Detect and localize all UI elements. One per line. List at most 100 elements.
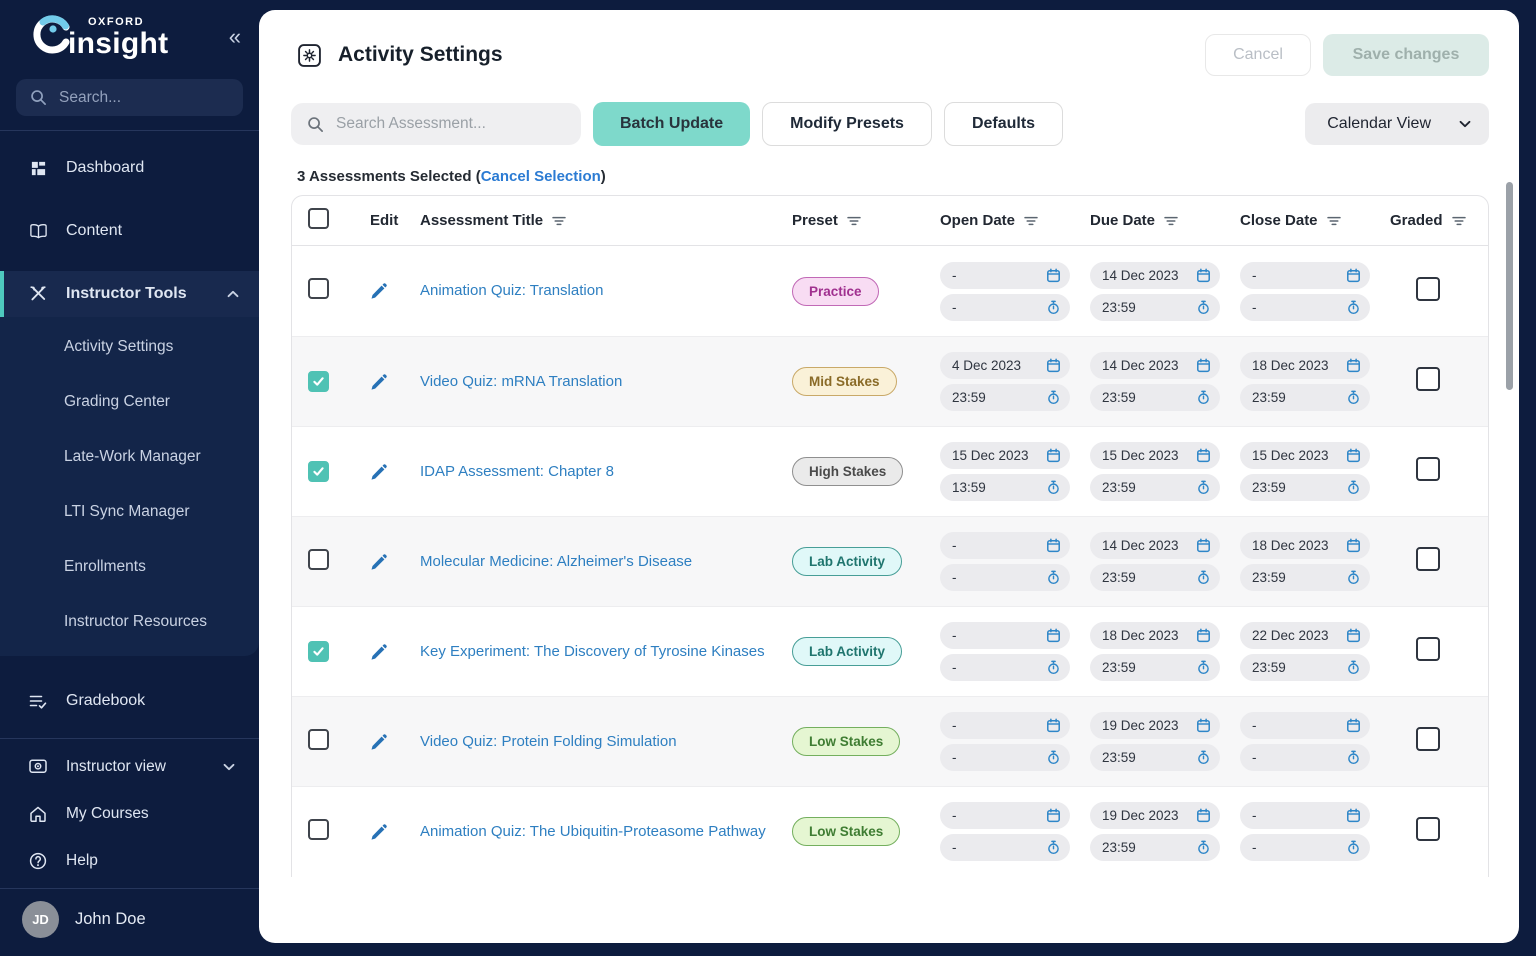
close-date-field[interactable]: - <box>1240 261 1370 289</box>
user-profile[interactable]: JD John Doe <box>0 888 259 956</box>
edit-pencil-icon[interactable] <box>370 823 420 841</box>
sidebar-item-content[interactable]: Content <box>0 208 259 254</box>
graded-checkbox[interactable] <box>1416 457 1440 481</box>
open-date-field[interactable]: - <box>940 261 1070 289</box>
due-date-field[interactable]: 18 Dec 2023 <box>1090 622 1220 649</box>
preset-badge[interactable]: Mid Stakes <box>792 367 897 396</box>
assessment-title-link[interactable]: Molecular Medicine: Alzheimer's Disease <box>420 552 693 570</box>
filter-icon[interactable] <box>1164 216 1178 226</box>
close-date-field[interactable]: - <box>1240 712 1370 739</box>
graded-checkbox[interactable] <box>1416 727 1440 751</box>
vertical-scrollbar[interactable] <box>1506 182 1513 390</box>
open-date-field[interactable]: - <box>940 802 1070 829</box>
sidebar-item-instructor-tools[interactable]: Instructor Tools <box>0 271 259 318</box>
submenu-item-lti-sync-manager[interactable]: LTI Sync Manager <box>64 503 190 521</box>
assessment-title-link[interactable]: Key Experiment: The Discovery of Tyrosin… <box>420 642 765 660</box>
open-time-field[interactable]: - <box>940 654 1070 681</box>
close-time-field[interactable]: - <box>1240 744 1370 771</box>
open-time-field[interactable]: 23:59 <box>940 384 1070 411</box>
submenu-item-activity-settings[interactable]: Activity Settings <box>64 338 174 356</box>
due-time-field[interactable]: 23:59 <box>1090 474 1220 501</box>
sidebar-item-my-courses[interactable]: My Courses <box>0 794 259 834</box>
edit-pencil-icon[interactable] <box>370 463 420 481</box>
close-date-field[interactable]: - <box>1240 802 1370 829</box>
filter-icon[interactable] <box>1024 216 1038 226</box>
filter-icon[interactable] <box>1451 216 1466 226</box>
assessment-title-link[interactable]: Animation Quiz: Translation <box>420 282 604 299</box>
preset-badge[interactable]: Practice <box>792 276 879 306</box>
row-select-checkbox[interactable] <box>308 460 329 482</box>
close-time-field[interactable]: 23:59 <box>1240 654 1370 681</box>
open-date-field[interactable]: 15 Dec 2023 <box>940 442 1070 469</box>
graded-checkbox[interactable] <box>1416 817 1440 841</box>
open-time-field[interactable]: - <box>940 293 1070 321</box>
preset-badge[interactable]: High Stakes <box>792 457 904 486</box>
preset-badge[interactable]: Lab Activity <box>792 547 903 576</box>
assessment-title-link[interactable]: Animation Quiz: The Ubiquitin-Proteasome… <box>420 822 766 840</box>
open-date-field[interactable]: - <box>940 622 1070 649</box>
sidebar-collapse-button[interactable]: « <box>228 24 241 49</box>
due-time-field[interactable]: 23:59 <box>1090 834 1220 861</box>
open-date-field[interactable]: 4 Dec 2023 <box>940 352 1070 379</box>
graded-checkbox[interactable] <box>1416 637 1440 661</box>
preset-badge[interactable]: Low Stakes <box>792 817 901 846</box>
open-time-field[interactable]: 13:59 <box>940 474 1070 501</box>
preset-badge[interactable]: Lab Activity <box>792 637 903 666</box>
save-changes-button[interactable]: Save changes <box>1323 34 1489 76</box>
edit-pencil-icon[interactable] <box>370 733 420 751</box>
row-select-checkbox[interactable] <box>308 640 329 662</box>
close-time-field[interactable]: - <box>1240 293 1370 321</box>
sidebar-item-help[interactable]: Help <box>0 841 259 881</box>
due-time-field[interactable]: 23:59 <box>1090 564 1220 591</box>
preset-badge[interactable]: Low Stakes <box>792 727 901 756</box>
edit-pencil-icon[interactable] <box>370 282 420 300</box>
filter-icon[interactable] <box>552 216 566 226</box>
row-select-checkbox[interactable] <box>308 818 329 840</box>
cancel-button[interactable]: Cancel <box>1205 34 1311 76</box>
calendar-view-dropdown[interactable]: Calendar View <box>1305 103 1489 145</box>
row-select-checkbox[interactable] <box>308 278 329 299</box>
filter-icon[interactable] <box>847 216 861 226</box>
cancel-selection-link[interactable]: Cancel Selection <box>480 168 601 185</box>
submenu-item-grading-center[interactable]: Grading Center <box>64 393 170 411</box>
due-date-field[interactable]: 14 Dec 2023 <box>1090 352 1220 379</box>
open-time-field[interactable]: - <box>940 744 1070 771</box>
due-date-field[interactable]: 14 Dec 2023 <box>1090 261 1220 289</box>
edit-pencil-icon[interactable] <box>370 553 420 571</box>
defaults-button[interactable]: Defaults <box>943 102 1064 146</box>
row-select-checkbox[interactable] <box>308 548 329 570</box>
open-date-field[interactable]: - <box>940 532 1070 559</box>
row-select-checkbox[interactable] <box>308 728 329 750</box>
close-time-field[interactable]: 23:59 <box>1240 474 1370 501</box>
graded-checkbox[interactable] <box>1416 547 1440 571</box>
graded-checkbox[interactable] <box>1416 276 1440 301</box>
open-time-field[interactable]: - <box>940 564 1070 591</box>
close-date-field[interactable]: 18 Dec 2023 <box>1240 532 1370 559</box>
close-time-field[interactable]: 23:59 <box>1240 564 1370 591</box>
filter-icon[interactable] <box>1326 216 1341 226</box>
modify-presets-button[interactable]: Modify Presets <box>762 102 932 146</box>
sidebar-item-dashboard[interactable]: Dashboard <box>0 145 259 191</box>
submenu-item-late-work-manager[interactable]: Late-Work Manager <box>64 448 201 466</box>
due-date-field[interactable]: 14 Dec 2023 <box>1090 532 1220 559</box>
sidebar-item-instructor-view[interactable]: Instructor view <box>0 747 259 787</box>
submenu-item-enrollments[interactable]: Enrollments <box>64 558 146 576</box>
close-date-field[interactable]: 15 Dec 2023 <box>1240 442 1370 469</box>
assessment-search-input[interactable]: Search Assessment... <box>291 103 581 145</box>
batch-update-button[interactable]: Batch Update <box>593 102 751 146</box>
edit-pencil-icon[interactable] <box>370 373 420 391</box>
due-time-field[interactable]: 23:59 <box>1090 654 1220 681</box>
edit-pencil-icon[interactable] <box>370 643 420 661</box>
open-date-field[interactable]: - <box>940 712 1070 739</box>
sidebar-search-input[interactable]: Search... <box>16 79 243 117</box>
due-date-field[interactable]: 19 Dec 2023 <box>1090 802 1220 829</box>
due-date-field[interactable]: 15 Dec 2023 <box>1090 442 1220 469</box>
close-time-field[interactable]: - <box>1240 834 1370 861</box>
sidebar-item-gradebook[interactable]: Gradebook <box>0 678 259 724</box>
submenu-item-instructor-resources[interactable]: Instructor Resources <box>64 613 207 631</box>
close-time-field[interactable]: 23:59 <box>1240 384 1370 411</box>
due-date-field[interactable]: 19 Dec 2023 <box>1090 712 1220 739</box>
close-date-field[interactable]: 22 Dec 2023 <box>1240 622 1370 649</box>
due-time-field[interactable]: 23:59 <box>1090 293 1220 321</box>
select-all-checkbox[interactable] <box>308 208 329 229</box>
